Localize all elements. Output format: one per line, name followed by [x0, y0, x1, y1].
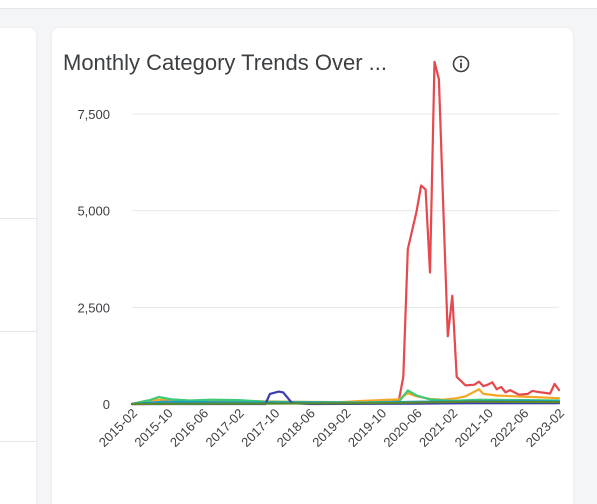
x-tick-label: 2017-02: [203, 406, 247, 450]
y-tick-label: 0: [103, 397, 110, 412]
x-tick-label: 2018-06: [274, 406, 318, 450]
chart-title: Monthly Category Trends Over ...: [63, 50, 388, 75]
left-card-divider: [0, 441, 36, 442]
series-line-6: [130, 400, 561, 406]
left-card-divider: [0, 331, 36, 332]
x-tick-label: 2022-06: [487, 406, 531, 450]
y-tick-label: 7,500: [77, 107, 110, 122]
x-tick-label: 2019-02: [309, 406, 353, 450]
x-tick-label: 2021-02: [416, 406, 460, 450]
x-tick-label: 2020-06: [380, 406, 424, 450]
x-tick-label: 2019-10: [345, 406, 389, 450]
y-tick-label: 2,500: [77, 300, 110, 315]
line-chart: 02,5005,0007,5002015-022015-102016-06201…: [77, 60, 567, 450]
x-tick-label: 2016-06: [167, 406, 211, 450]
x-tick-label: 2017-10: [238, 406, 282, 450]
x-tick-label: 2015-10: [131, 406, 175, 450]
info-icon[interactable]: [452, 55, 470, 73]
series-line-5: [130, 390, 561, 406]
top-panel-edge: [0, 0, 597, 9]
y-tick-label: 5,000: [77, 204, 110, 219]
chart-card: Monthly Category Trends Over ... 0 2,500 5…: [52, 28, 573, 504]
series-line-1: [130, 60, 561, 406]
x-tick-label: 2023-02: [523, 406, 567, 450]
x-tick-label: 2021-10: [452, 406, 496, 450]
left-card-divider: [0, 218, 36, 219]
x-tick-label: 2015-02: [96, 406, 140, 450]
left-card-partial: [0, 28, 36, 504]
